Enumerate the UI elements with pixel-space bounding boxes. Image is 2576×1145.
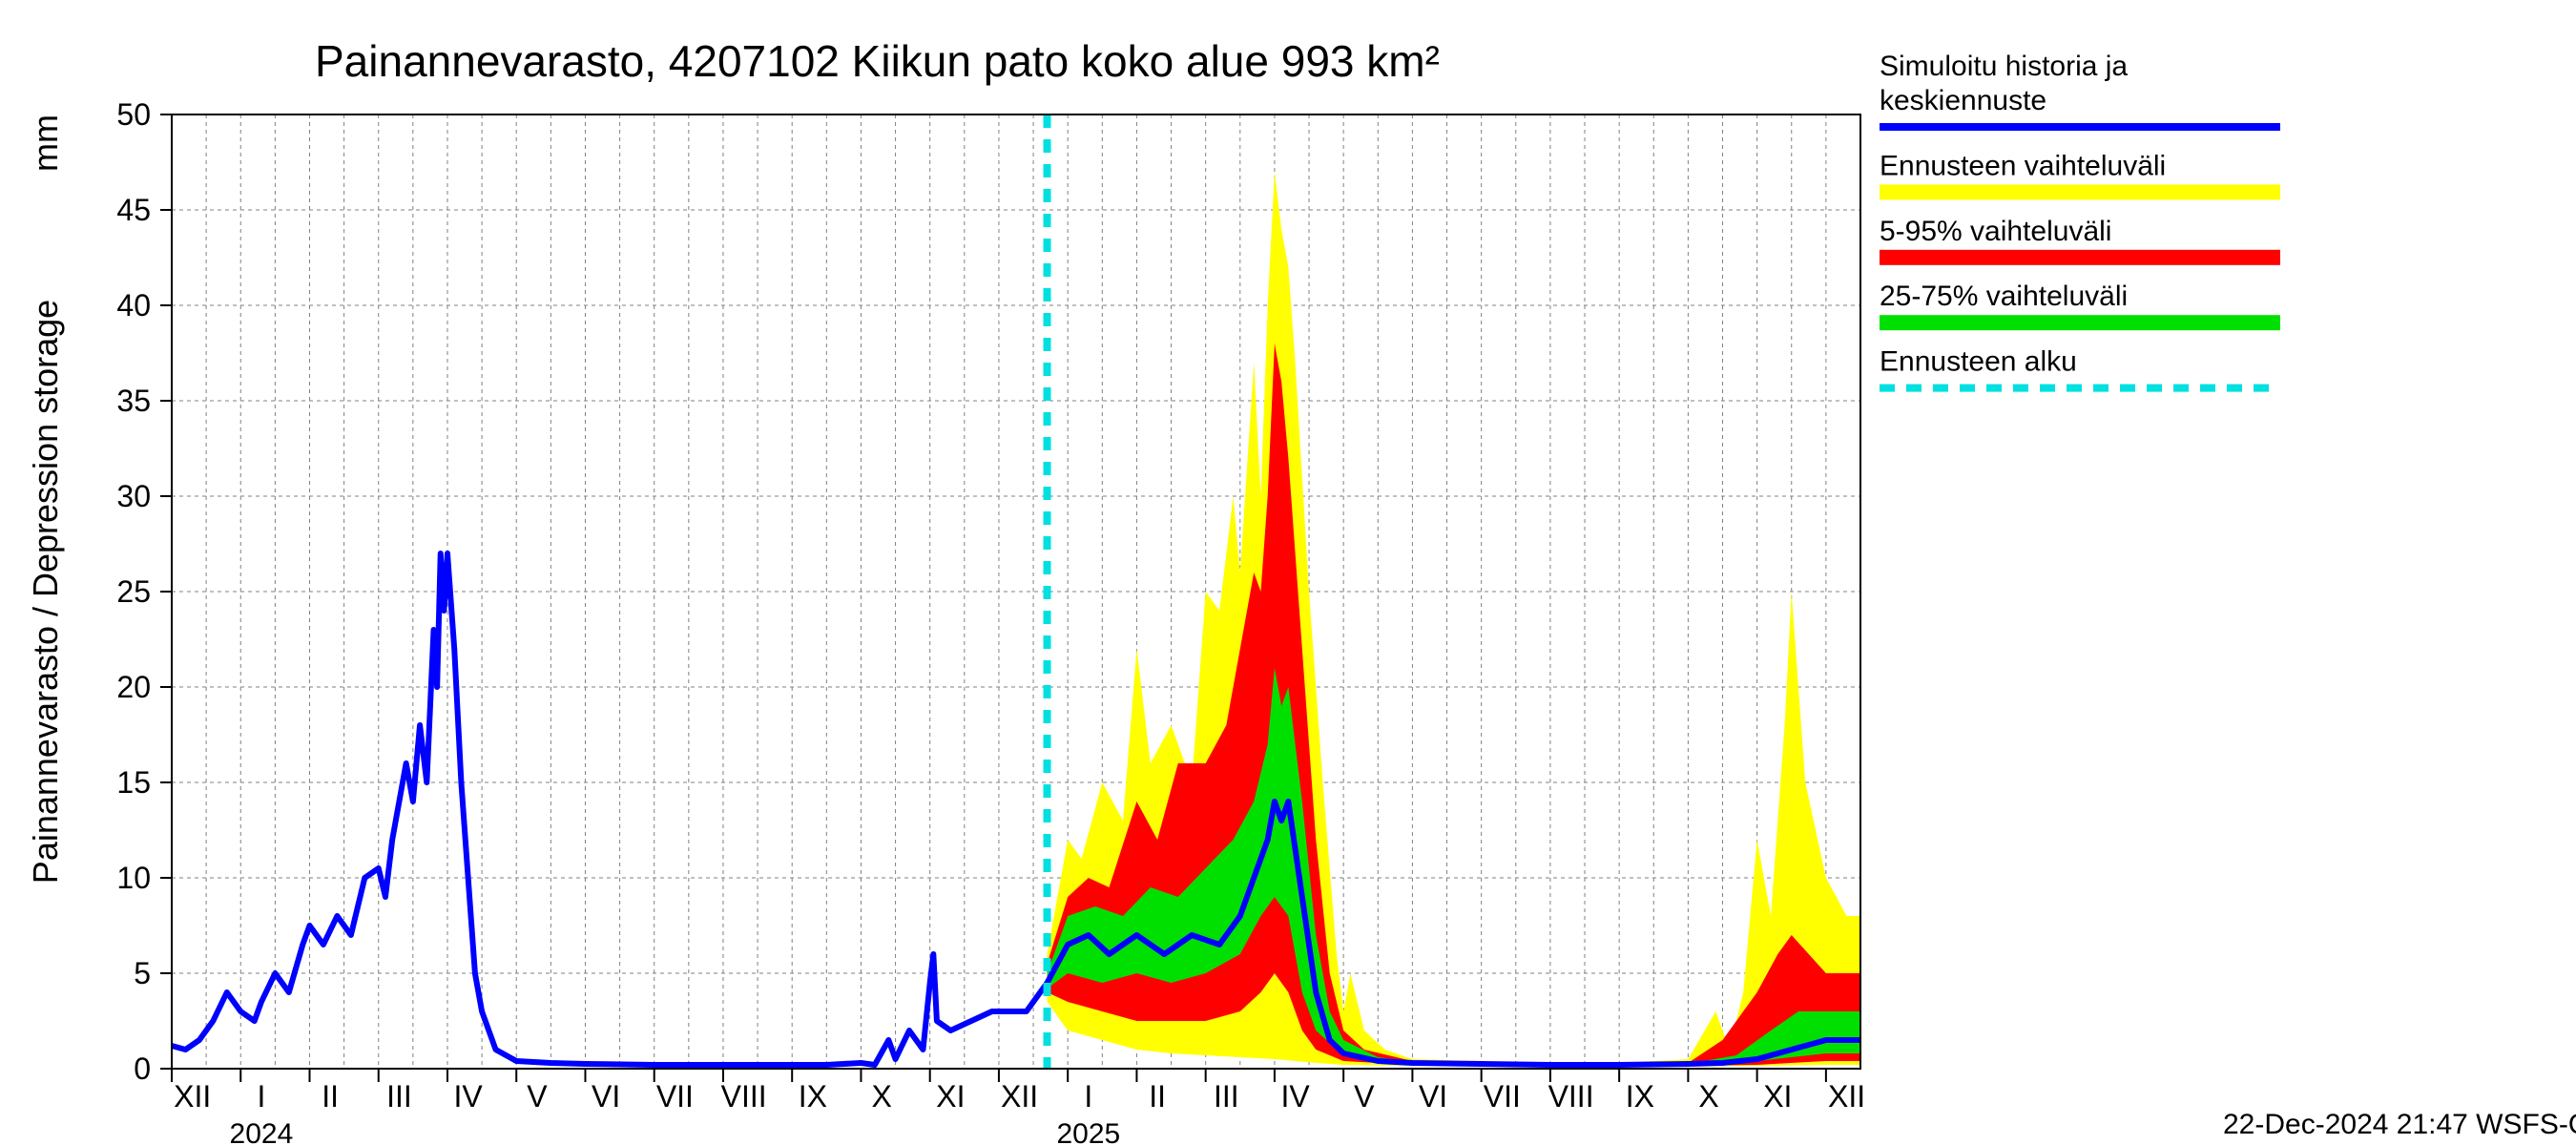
x-month-label: II bbox=[1149, 1079, 1166, 1114]
x-month-label: IX bbox=[1626, 1079, 1654, 1114]
legend-label: Ennusteen alku bbox=[1880, 346, 2077, 378]
x-year-label: 2025 bbox=[1056, 1118, 1120, 1145]
chart-svg: 05101520253035404550Painannevarasto / De… bbox=[0, 0, 2576, 1145]
x-month-label: I bbox=[1084, 1079, 1092, 1114]
legend-label: 5-95% vaihteluväli bbox=[1880, 216, 2111, 247]
y-tick-label: 30 bbox=[116, 479, 151, 513]
y-tick-label: 0 bbox=[134, 1051, 151, 1086]
x-month-label: X bbox=[1698, 1079, 1718, 1114]
legend-label: Ennusteen vaihteluväli bbox=[1880, 150, 2166, 181]
x-month-label: I bbox=[257, 1079, 265, 1114]
legend-label: 25-75% vaihteluväli bbox=[1880, 281, 2128, 312]
y-tick-label: 25 bbox=[116, 574, 151, 609]
y-tick-label: 20 bbox=[116, 670, 151, 704]
y-axis-unit: mm bbox=[26, 114, 65, 172]
x-month-label: III bbox=[1214, 1079, 1239, 1114]
y-tick-label: 45 bbox=[116, 193, 151, 227]
chart-title: Painannevarasto, 4207102 Kiikun pato kok… bbox=[315, 36, 1440, 86]
x-month-label: X bbox=[871, 1079, 891, 1114]
y-tick-label: 40 bbox=[116, 288, 151, 323]
x-month-label: VI bbox=[592, 1079, 620, 1114]
x-month-label: VIII bbox=[1548, 1079, 1594, 1114]
chart-container: 05101520253035404550Painannevarasto / De… bbox=[0, 0, 2576, 1145]
legend-swatch-rect bbox=[1880, 250, 2280, 265]
y-axis-label: Painannevarasto / Depression storage bbox=[26, 300, 65, 884]
y-tick-label: 10 bbox=[116, 861, 151, 895]
x-month-label: XI bbox=[1763, 1079, 1792, 1114]
x-month-label: V bbox=[527, 1079, 548, 1114]
history-line bbox=[172, 553, 1048, 1065]
x-month-label: VIII bbox=[721, 1079, 767, 1114]
x-month-label: II bbox=[322, 1079, 339, 1114]
legend-swatch-rect bbox=[1880, 315, 2280, 330]
x-month-label: VII bbox=[656, 1079, 694, 1114]
x-month-label: III bbox=[386, 1079, 412, 1114]
x-year-label: 2024 bbox=[230, 1118, 294, 1145]
x-month-label: VI bbox=[1419, 1079, 1447, 1114]
x-month-label: XII bbox=[1828, 1079, 1865, 1114]
y-tick-label: 35 bbox=[116, 384, 151, 418]
x-month-label: IV bbox=[454, 1079, 484, 1114]
x-month-label: IX bbox=[799, 1079, 827, 1114]
x-month-label: XII bbox=[174, 1079, 211, 1114]
footer-timestamp: 22-Dec-2024 21:47 WSFS-O bbox=[2223, 1109, 2576, 1140]
y-tick-label: 5 bbox=[134, 956, 151, 990]
x-month-label: XI bbox=[936, 1079, 965, 1114]
x-month-label: XII bbox=[1001, 1079, 1038, 1114]
x-month-label: IV bbox=[1280, 1079, 1310, 1114]
x-month-label: V bbox=[1354, 1079, 1375, 1114]
legend-label: keskiennuste bbox=[1880, 85, 2046, 116]
y-tick-label: 15 bbox=[116, 765, 151, 800]
x-month-label: VII bbox=[1484, 1079, 1521, 1114]
y-tick-label: 50 bbox=[116, 97, 151, 132]
legend-label: Simuloitu historia ja bbox=[1880, 51, 2128, 82]
legend-swatch-rect bbox=[1880, 184, 2280, 199]
